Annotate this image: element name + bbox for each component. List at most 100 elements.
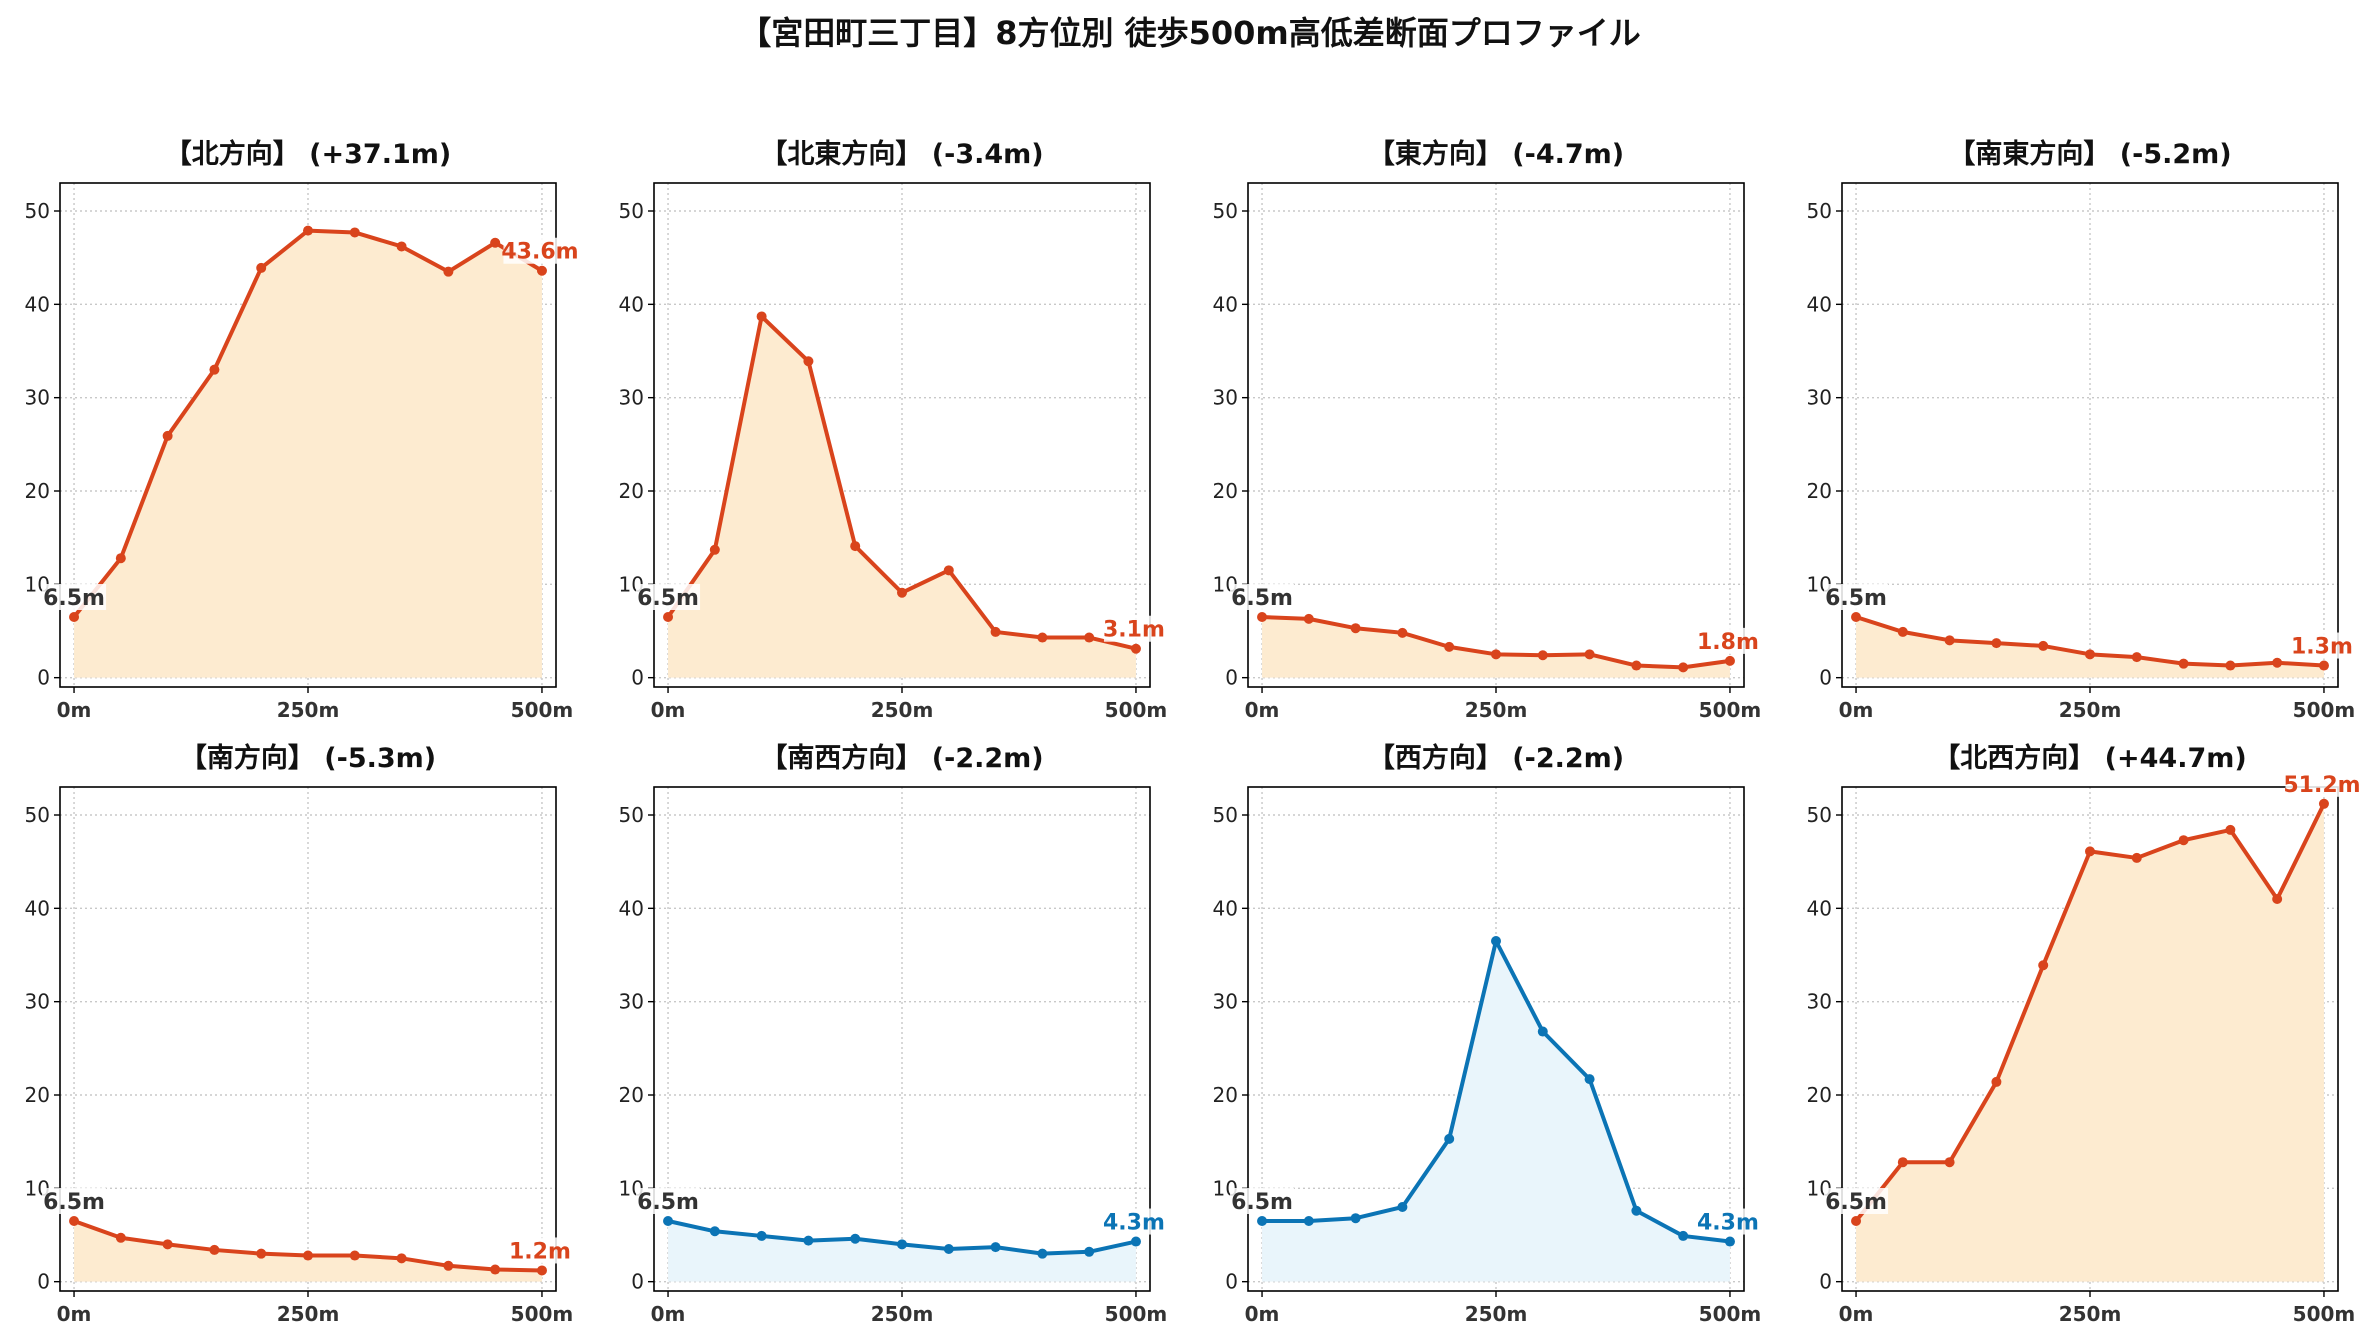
data-point [756, 1230, 767, 1241]
data-point [663, 612, 674, 622]
y-tick-label: 0 [631, 1270, 644, 1294]
data-point [1037, 1248, 1048, 1259]
y-tick-label: 20 [25, 1083, 50, 1107]
data-point [256, 1248, 267, 1259]
y-tick-label: 0 [1225, 666, 1238, 690]
data-point [1491, 649, 1501, 660]
y-tick-label: 20 [1213, 479, 1238, 503]
start-label-box [42, 1188, 107, 1214]
data-point [943, 1244, 954, 1254]
data-point [1991, 638, 2002, 649]
data-point [1444, 641, 1455, 652]
x-tick-label: 0m [57, 698, 92, 722]
data-point [443, 1260, 454, 1271]
data-point [1897, 626, 1908, 637]
start-label: 6.5m [637, 586, 699, 611]
data-point [897, 1239, 907, 1250]
start-label-box [1824, 1188, 1889, 1214]
data-point [1257, 1216, 1268, 1226]
data-point [115, 553, 126, 564]
panel-title: 【北西方向】 (+44.7m) [1933, 742, 2246, 774]
area-fill [1856, 617, 2324, 678]
y-tick-label: 0 [37, 666, 50, 690]
end-label-box [509, 1237, 570, 1264]
x-tick-label: 0m [1245, 698, 1280, 722]
data-point [1537, 650, 1548, 661]
data-point [1678, 1230, 1689, 1241]
y-tick-label: 0 [1819, 666, 1832, 690]
start-label: 6.5m [1825, 1190, 1887, 1215]
data-point [2318, 798, 2329, 809]
y-tick-label: 40 [25, 292, 50, 316]
end-label: 4.3m [1697, 1211, 1759, 1236]
area-fill [668, 1221, 1136, 1282]
data-point [2272, 657, 2283, 668]
data-point [1257, 612, 1268, 622]
data-point [2225, 824, 2236, 835]
end-label: 43.6m [501, 240, 578, 265]
data-point [990, 626, 1001, 637]
y-tick-label: 50 [1807, 199, 1832, 223]
data-point [1130, 1236, 1141, 1247]
y-tick-label: 40 [1213, 896, 1238, 920]
y-tick-label: 0 [1225, 1270, 1238, 1294]
start-label-box [1230, 1188, 1295, 1214]
x-tick-label: 250m [871, 1302, 934, 1326]
data-point [1444, 1133, 1455, 1144]
data-point [1350, 1213, 1361, 1224]
y-tick-label: 30 [619, 990, 644, 1014]
x-tick-label: 250m [1465, 698, 1528, 722]
data-point [490, 237, 501, 248]
data-point [709, 544, 720, 555]
x-tick-label: 0m [651, 698, 686, 722]
data-point [1897, 1157, 1908, 1168]
y-tick-label: 30 [1213, 990, 1238, 1014]
panel-title: 【南東方向】 (-5.2m) [1948, 138, 2231, 170]
y-tick-label: 40 [1807, 292, 1832, 316]
start-label: 6.5m [43, 1190, 105, 1215]
data-point [2131, 652, 2142, 663]
data-point [303, 225, 313, 236]
data-point [2085, 649, 2095, 660]
data-point [69, 1216, 80, 1226]
y-tick-label: 50 [25, 803, 50, 827]
end-label-box [1103, 1208, 1164, 1235]
panel-title: 【北方向】 (+37.1m) [165, 138, 451, 170]
start-label: 6.5m [1231, 1190, 1293, 1215]
area-fill [74, 1221, 542, 1282]
x-tick-label: 500m [511, 1302, 574, 1326]
data-point [303, 1250, 313, 1261]
y-tick-label: 40 [619, 292, 644, 316]
y-tick-label: 30 [619, 386, 644, 410]
data-point [1537, 1026, 1548, 1037]
data-point [1397, 1202, 1408, 1212]
y-tick-label: 0 [1819, 1270, 1832, 1294]
data-point [1303, 613, 1314, 624]
end-label-box [2291, 632, 2352, 659]
data-point [2131, 852, 2142, 863]
data-point [536, 265, 547, 276]
data-point [1084, 632, 1095, 643]
data-point [1851, 1216, 1862, 1226]
end-label: 1.2m [509, 1239, 571, 1264]
data-point [209, 364, 220, 375]
end-label-box [503, 237, 577, 264]
data-point [1991, 1076, 2002, 1087]
x-tick-label: 0m [57, 1302, 92, 1326]
end-label: 1.8m [1697, 630, 1759, 655]
data-point [396, 1253, 407, 1264]
start-label: 6.5m [1825, 586, 1887, 611]
start-label-box [636, 584, 701, 610]
data-point [490, 1264, 501, 1275]
start-label: 6.5m [1231, 586, 1293, 611]
data-point [1303, 1216, 1314, 1226]
y-tick-label: 30 [1807, 386, 1832, 410]
y-tick-label: 50 [1213, 803, 1238, 827]
y-tick-label: 50 [619, 803, 644, 827]
x-tick-label: 250m [2059, 698, 2122, 722]
y-tick-label: 20 [1213, 1083, 1238, 1107]
